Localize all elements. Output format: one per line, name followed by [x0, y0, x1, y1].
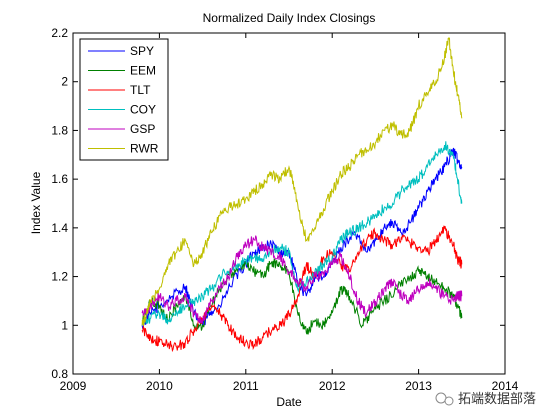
- legend-box: [79, 38, 169, 161]
- series-line-rwr: [141, 37, 463, 326]
- legend-label-eem: EEM: [130, 64, 156, 78]
- x-tick-label: 2012: [319, 379, 346, 393]
- x-axis-title: Date: [276, 395, 302, 409]
- series-line-coy: [141, 141, 463, 326]
- y-axis-title: Index Value: [29, 171, 43, 234]
- y-tick-label: 1.4: [51, 221, 68, 235]
- legend: SPY EEM TLT COY GSP RWR: [79, 38, 169, 161]
- y-tick-label: 2: [61, 75, 68, 89]
- y-tick-label: 1: [61, 318, 68, 332]
- axes-box: [72, 32, 506, 375]
- x-tick-label: 2014: [492, 379, 519, 393]
- legend-label-coy: COY: [130, 103, 156, 117]
- wechat-logo-icon: [435, 392, 454, 406]
- series-line-eem: [141, 258, 463, 335]
- watermark: 拓端数据部落: [435, 392, 536, 407]
- x-tick-label: 2013: [405, 379, 432, 393]
- series-line-gsp: [141, 235, 463, 324]
- y-tick-label: 1.8: [51, 123, 68, 137]
- y-tick-label: 2.2: [51, 26, 68, 40]
- legend-label-tlt: TLT: [130, 83, 151, 97]
- legend-label-gsp: GSP: [130, 122, 155, 136]
- series-line-tlt: [141, 225, 463, 353]
- chart-title: Normalized Daily Index Closings: [203, 11, 376, 25]
- x-tick-label: 2011: [233, 379, 259, 393]
- y-tick-label: 1.6: [51, 172, 68, 186]
- x-tick-label: 2009: [60, 379, 87, 393]
- x-tick-label: 2010: [146, 379, 173, 393]
- y-tick-label: 0.8: [51, 367, 68, 381]
- watermark-text: 拓端数据部落: [458, 392, 536, 407]
- legend-label-spy: SPY: [130, 44, 154, 58]
- legend-label-rwr: RWR: [130, 142, 159, 156]
- y-tick-label: 1.2: [51, 270, 68, 284]
